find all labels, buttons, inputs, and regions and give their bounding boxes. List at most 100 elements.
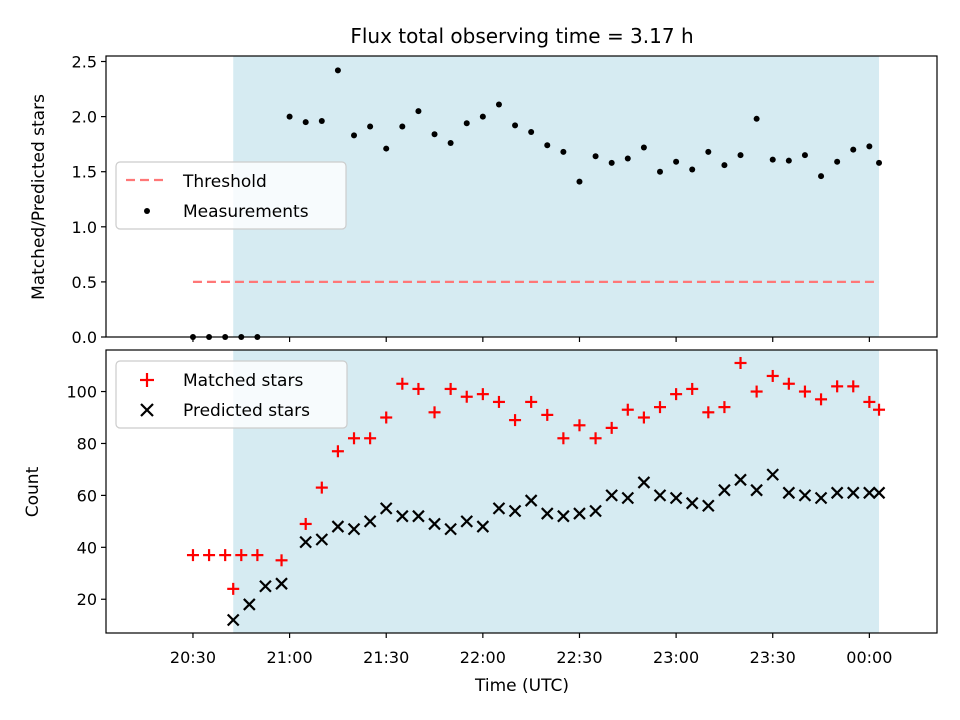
matched-legend-swatch bbox=[140, 373, 154, 387]
matched-stars-point bbox=[798, 385, 811, 398]
predicted-stars-point bbox=[243, 598, 256, 611]
matched-legend-label: Matched stars bbox=[183, 371, 303, 391]
predicted-legend-label: Predicted stars bbox=[183, 401, 310, 421]
ratio-y-tick-label: 2.5 bbox=[72, 53, 97, 72]
predicted-stars-point bbox=[460, 515, 474, 528]
matched-stars-point bbox=[605, 421, 618, 434]
x-tick-label: 20:30 bbox=[170, 648, 216, 667]
predicted-stars-point bbox=[412, 509, 425, 523]
ratio-y-tick-label: 1.5 bbox=[72, 163, 97, 182]
measurements-point bbox=[544, 142, 551, 149]
measurements-point bbox=[850, 146, 857, 153]
x-tick-label: 21:00 bbox=[267, 648, 313, 667]
predicted-stars-point bbox=[444, 522, 457, 536]
measurements-point bbox=[753, 115, 760, 122]
count-legend: Matched stars Predicted stars bbox=[115, 360, 348, 429]
matched-stars-point bbox=[412, 382, 425, 395]
measurements-point bbox=[785, 157, 792, 164]
predicted-stars-point bbox=[798, 489, 812, 502]
predicted-stars-point bbox=[766, 468, 780, 481]
measurements-point bbox=[576, 178, 583, 185]
matched-stars-point bbox=[460, 390, 473, 403]
measurements-point bbox=[560, 148, 567, 155]
matched-stars-point bbox=[219, 549, 232, 562]
count-y-tick-label: 100 bbox=[66, 383, 97, 402]
chart-title: Flux total observing time = 3.17 h bbox=[350, 24, 693, 48]
matched-stars-point bbox=[348, 432, 361, 445]
predicted-stars-point bbox=[685, 496, 699, 510]
matched-stars-point bbox=[654, 401, 666, 414]
predicted-stars-point bbox=[476, 520, 490, 533]
ratio-y-tick-label: 0.5 bbox=[72, 273, 97, 292]
measurements-point bbox=[463, 120, 470, 127]
predicted-stars-point bbox=[846, 486, 860, 500]
measurements-point bbox=[705, 148, 712, 155]
matched-stars-point bbox=[873, 403, 886, 416]
count-panel-frame bbox=[105, 349, 938, 634]
predicted-stars-point bbox=[557, 509, 570, 523]
predicted-stars-point bbox=[621, 491, 635, 505]
measurements-legend-label: Measurements bbox=[183, 202, 309, 222]
predicted-stars-point bbox=[363, 515, 377, 528]
count-y-tick-label: 80 bbox=[77, 434, 97, 453]
ratio-panel: 0.0 0.5 1.0 1.5 2.0 2.5 Matched/Predicted sta… bbox=[29, 53, 938, 347]
predicted-stars-point bbox=[331, 520, 345, 533]
matched-stars-point bbox=[621, 403, 634, 416]
matched-stars-point bbox=[380, 411, 393, 424]
measurements-point bbox=[689, 166, 696, 173]
matched-stars-point bbox=[847, 380, 860, 393]
count-legend-box bbox=[115, 360, 348, 429]
measurements-point bbox=[721, 162, 728, 169]
measurements-point bbox=[479, 113, 486, 120]
measurements-point bbox=[512, 122, 519, 129]
predicted-stars-point bbox=[669, 491, 683, 505]
matched-stars-point bbox=[444, 382, 457, 395]
matched-stars-point bbox=[509, 414, 522, 427]
measurements-point bbox=[399, 123, 406, 130]
x-tick-label: 00:00 bbox=[846, 648, 892, 667]
measurements-point bbox=[769, 156, 776, 163]
matched-stars-point bbox=[492, 395, 505, 408]
predicted-stars-point bbox=[863, 486, 876, 500]
predicted-stars-point bbox=[492, 502, 506, 515]
matched-stars-point bbox=[227, 582, 240, 595]
count-y-tick-label: 20 bbox=[77, 590, 97, 609]
measurements-point bbox=[673, 158, 680, 165]
predicted-stars-point bbox=[872, 486, 886, 500]
matched-stars-point bbox=[541, 408, 554, 421]
measurements-point bbox=[876, 159, 883, 166]
measurements-point bbox=[415, 108, 422, 115]
predicted-stars-point bbox=[782, 486, 796, 500]
matched-stars-point bbox=[573, 419, 586, 432]
predicted-stars-point bbox=[396, 509, 409, 523]
x-tick-label: 22:00 bbox=[460, 648, 506, 667]
measurements-point bbox=[834, 158, 841, 165]
predicted-stars-point bbox=[347, 522, 361, 536]
measurements-point bbox=[818, 173, 825, 180]
predicted-stars-point bbox=[653, 489, 667, 502]
predicted-stars-point bbox=[814, 491, 828, 505]
ratio-legend: Threshold Measurements bbox=[115, 161, 347, 230]
matched-stars-point bbox=[364, 432, 377, 445]
measurements-point bbox=[367, 123, 374, 130]
measurements-point bbox=[318, 118, 325, 125]
matched-stars-point bbox=[718, 401, 731, 414]
ratio-panel-frame bbox=[105, 55, 938, 338]
predicted-stars-point bbox=[589, 504, 602, 518]
matched-stars-point bbox=[831, 380, 844, 393]
measurements-point bbox=[302, 119, 309, 126]
predicted-legend-swatch bbox=[140, 403, 154, 417]
measurements-point bbox=[592, 153, 599, 160]
x-axis-label: Time (UTC) bbox=[474, 676, 569, 696]
measurements-point bbox=[657, 168, 663, 175]
matched-stars-point bbox=[428, 406, 441, 419]
matched-stars-point bbox=[702, 406, 715, 419]
measurements-point bbox=[866, 143, 873, 150]
matched-stars-point bbox=[275, 554, 288, 567]
predicted-stars-point bbox=[734, 473, 747, 487]
matched-stars-point bbox=[251, 549, 264, 562]
predicted-stars-point bbox=[750, 483, 763, 497]
measurements-point bbox=[624, 155, 631, 162]
predicted-stars-point bbox=[702, 499, 715, 513]
ratio-y-tick-label: 2.0 bbox=[72, 108, 97, 127]
